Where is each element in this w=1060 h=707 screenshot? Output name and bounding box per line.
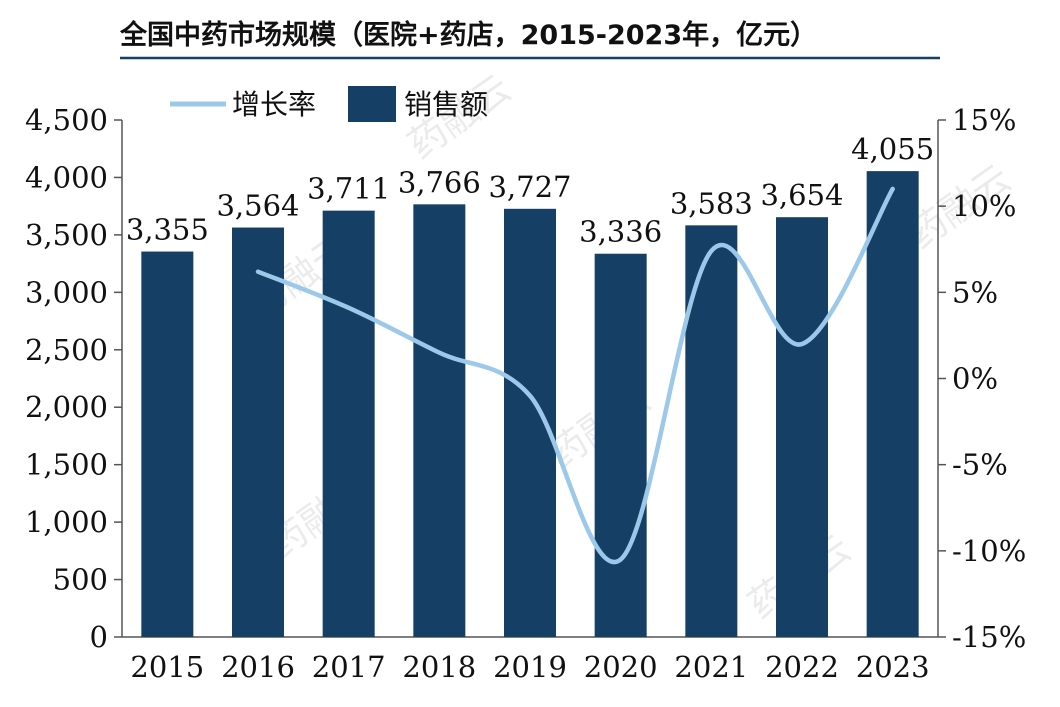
x-tick-label: 2020 — [584, 650, 658, 684]
x-tick-label: 2016 — [221, 650, 295, 684]
left-tick-label: 0 — [90, 620, 108, 654]
bar-value-label: 3,727 — [488, 170, 571, 204]
right-tick-label: 5% — [952, 275, 998, 309]
bar-value-label: 3,583 — [670, 186, 753, 220]
right-tick-label: 0% — [952, 362, 998, 396]
bar-value-label: 3,654 — [760, 178, 843, 212]
left-tick-label: 2,000 — [25, 390, 108, 424]
bar — [413, 204, 465, 637]
chart-title: 全国中药市场规模（医院+药店，2015-2023年，亿元） — [119, 19, 817, 51]
x-tick-label: 2017 — [312, 650, 386, 684]
x-tick-label: 2015 — [130, 650, 204, 684]
x-tick-label: 2021 — [674, 650, 748, 684]
x-tick-label: 2018 — [402, 650, 476, 684]
legend: 增长率 销售额 — [170, 86, 488, 122]
bar-value-label: 3,564 — [216, 189, 299, 223]
bar — [867, 171, 919, 637]
right-tick-label: 10% — [952, 189, 1016, 223]
bar — [141, 252, 193, 637]
legend-bar-swatch — [348, 86, 396, 122]
bar-value-label: 4,055 — [851, 132, 934, 166]
bar-value-label: 3,766 — [398, 165, 481, 199]
legend-label-growth: 增长率 — [232, 88, 316, 121]
bar — [595, 254, 647, 637]
left-tick-label: 4,500 — [25, 103, 108, 137]
left-tick-label: 2,500 — [25, 333, 108, 367]
x-tick-label: 2023 — [856, 650, 930, 684]
bar — [323, 211, 375, 637]
right-tick-label: 15% — [952, 103, 1016, 137]
bar-value-label: 3,711 — [307, 172, 390, 206]
x-tick-label: 2022 — [765, 650, 839, 684]
left-tick-label: 500 — [53, 563, 108, 597]
legend-label-sales: 销售额 — [404, 88, 488, 121]
x-tick-label: 2019 — [493, 650, 567, 684]
right-tick-label: -5% — [952, 448, 1008, 482]
left-tick-label: 3,500 — [25, 218, 108, 252]
bar-value-label: 3,336 — [579, 215, 662, 249]
left-tick-label: 4,000 — [25, 160, 108, 194]
bar-value-label: 3,355 — [126, 213, 209, 247]
bar — [776, 217, 828, 637]
left-tick-label: 1,500 — [25, 448, 108, 482]
right-tick-label: -10% — [952, 534, 1026, 568]
left-tick-label: 3,000 — [25, 275, 108, 309]
bar — [232, 228, 284, 637]
right-tick-label: -15% — [952, 620, 1026, 654]
left-tick-label: 1,000 — [25, 505, 108, 539]
